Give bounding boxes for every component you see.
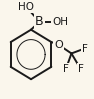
Text: F: F (82, 43, 88, 54)
Text: O: O (54, 40, 63, 50)
Text: B: B (35, 15, 44, 28)
Text: HO: HO (18, 2, 34, 12)
Text: F: F (78, 64, 84, 74)
Text: F: F (63, 64, 69, 74)
Text: OH: OH (52, 17, 68, 27)
